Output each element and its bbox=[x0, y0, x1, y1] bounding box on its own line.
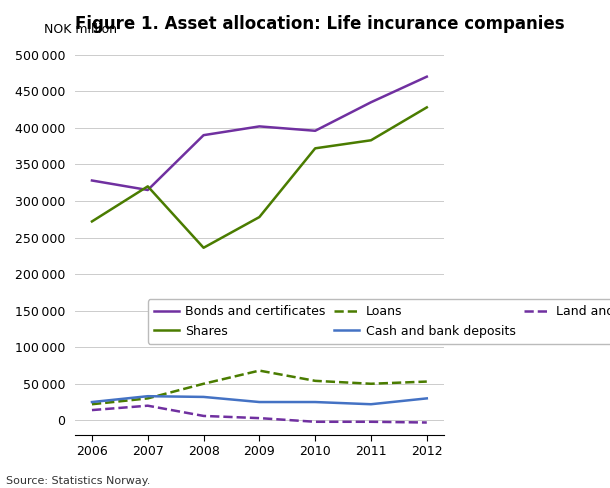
Land and buildings bbox=[423, 420, 431, 426]
Line: Bonds and certificates: Bonds and certificates bbox=[92, 77, 427, 190]
Text: NOK million: NOK million bbox=[44, 23, 117, 36]
Bonds and certificates bbox=[144, 187, 151, 193]
Cash and bank deposits bbox=[367, 401, 375, 407]
Loans bbox=[312, 378, 319, 384]
Text: Figure 1. Asset allocation: Life incurance companies: Figure 1. Asset allocation: Life incuran… bbox=[75, 15, 565, 33]
Bonds and certificates bbox=[367, 100, 375, 105]
Shares bbox=[200, 245, 207, 251]
Shares bbox=[144, 183, 151, 189]
Land and buildings bbox=[367, 419, 375, 425]
Cash and bank deposits bbox=[256, 399, 263, 405]
Line: Cash and bank deposits: Cash and bank deposits bbox=[92, 396, 427, 404]
Loans bbox=[367, 381, 375, 386]
Cash and bank deposits bbox=[144, 393, 151, 399]
Shares bbox=[367, 137, 375, 143]
Text: Source: Statistics Norway.: Source: Statistics Norway. bbox=[6, 476, 151, 486]
Line: Loans: Loans bbox=[92, 370, 427, 404]
Cash and bank deposits bbox=[423, 395, 431, 401]
Loans bbox=[423, 379, 431, 385]
Loans bbox=[88, 401, 96, 407]
Bonds and certificates bbox=[200, 132, 207, 138]
Cash and bank deposits bbox=[88, 399, 96, 405]
Shares bbox=[423, 104, 431, 110]
Cash and bank deposits bbox=[312, 399, 319, 405]
Line: Land and buildings: Land and buildings bbox=[92, 406, 427, 423]
Bonds and certificates bbox=[88, 178, 96, 183]
Land and buildings bbox=[312, 419, 319, 425]
Line: Shares: Shares bbox=[92, 107, 427, 248]
Shares bbox=[88, 219, 96, 224]
Shares bbox=[312, 145, 319, 151]
Land and buildings bbox=[256, 415, 263, 421]
Loans bbox=[256, 367, 263, 373]
Land and buildings bbox=[88, 407, 96, 413]
Cash and bank deposits bbox=[200, 394, 207, 400]
Loans bbox=[200, 381, 207, 386]
Bonds and certificates bbox=[256, 123, 263, 129]
Land and buildings bbox=[144, 403, 151, 408]
Loans bbox=[144, 395, 151, 401]
Land and buildings bbox=[200, 413, 207, 419]
Legend: Bonds and certificates, Shares, Loans, Cash and bank deposits, Land and building: Bonds and certificates, Shares, Loans, C… bbox=[148, 299, 610, 344]
Shares bbox=[256, 214, 263, 220]
Bonds and certificates bbox=[312, 128, 319, 134]
Bonds and certificates bbox=[423, 74, 431, 80]
